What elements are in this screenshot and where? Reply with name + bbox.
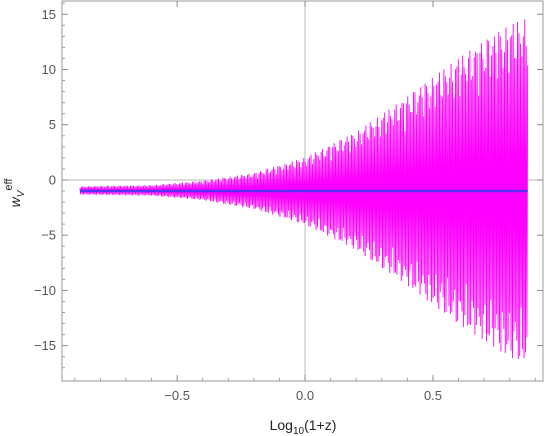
- y-tick-label: −5: [41, 228, 56, 243]
- y-axis-title-subscript: V: [16, 189, 27, 197]
- y-axis-title-superscript: eff: [3, 178, 15, 191]
- y-tick-label: −10: [34, 283, 56, 298]
- x-axis-title: Log10(1+z): [270, 417, 337, 436]
- y-axis-title: wVeff: [3, 178, 27, 208]
- series-layer: [79, 19, 529, 360]
- y-tick-label: 0: [49, 172, 56, 187]
- y-axis-title-base: w: [7, 196, 23, 207]
- x-tick-label: 0.0: [296, 388, 314, 403]
- y-tick-label: 5: [49, 117, 56, 132]
- y-tick-label: 10: [42, 62, 56, 77]
- x-axis-title-subscript: 10: [293, 426, 305, 436]
- x-axis-title-rest: (1+z): [304, 417, 336, 433]
- y-axis-ticks: 15 10 5 0 −5 −10 −15: [34, 2, 543, 369]
- oscillating-series-line: [79, 19, 529, 360]
- x-tick-label: −0.5: [164, 388, 190, 403]
- x-axis-ticks: −0.5 0.0 0.5: [74, 1, 536, 403]
- y-tick-label: 15: [42, 7, 56, 22]
- x-tick-label: 0.5: [424, 388, 442, 403]
- x-axis-title-base: Log: [270, 417, 293, 433]
- y-tick-label: −15: [34, 338, 56, 353]
